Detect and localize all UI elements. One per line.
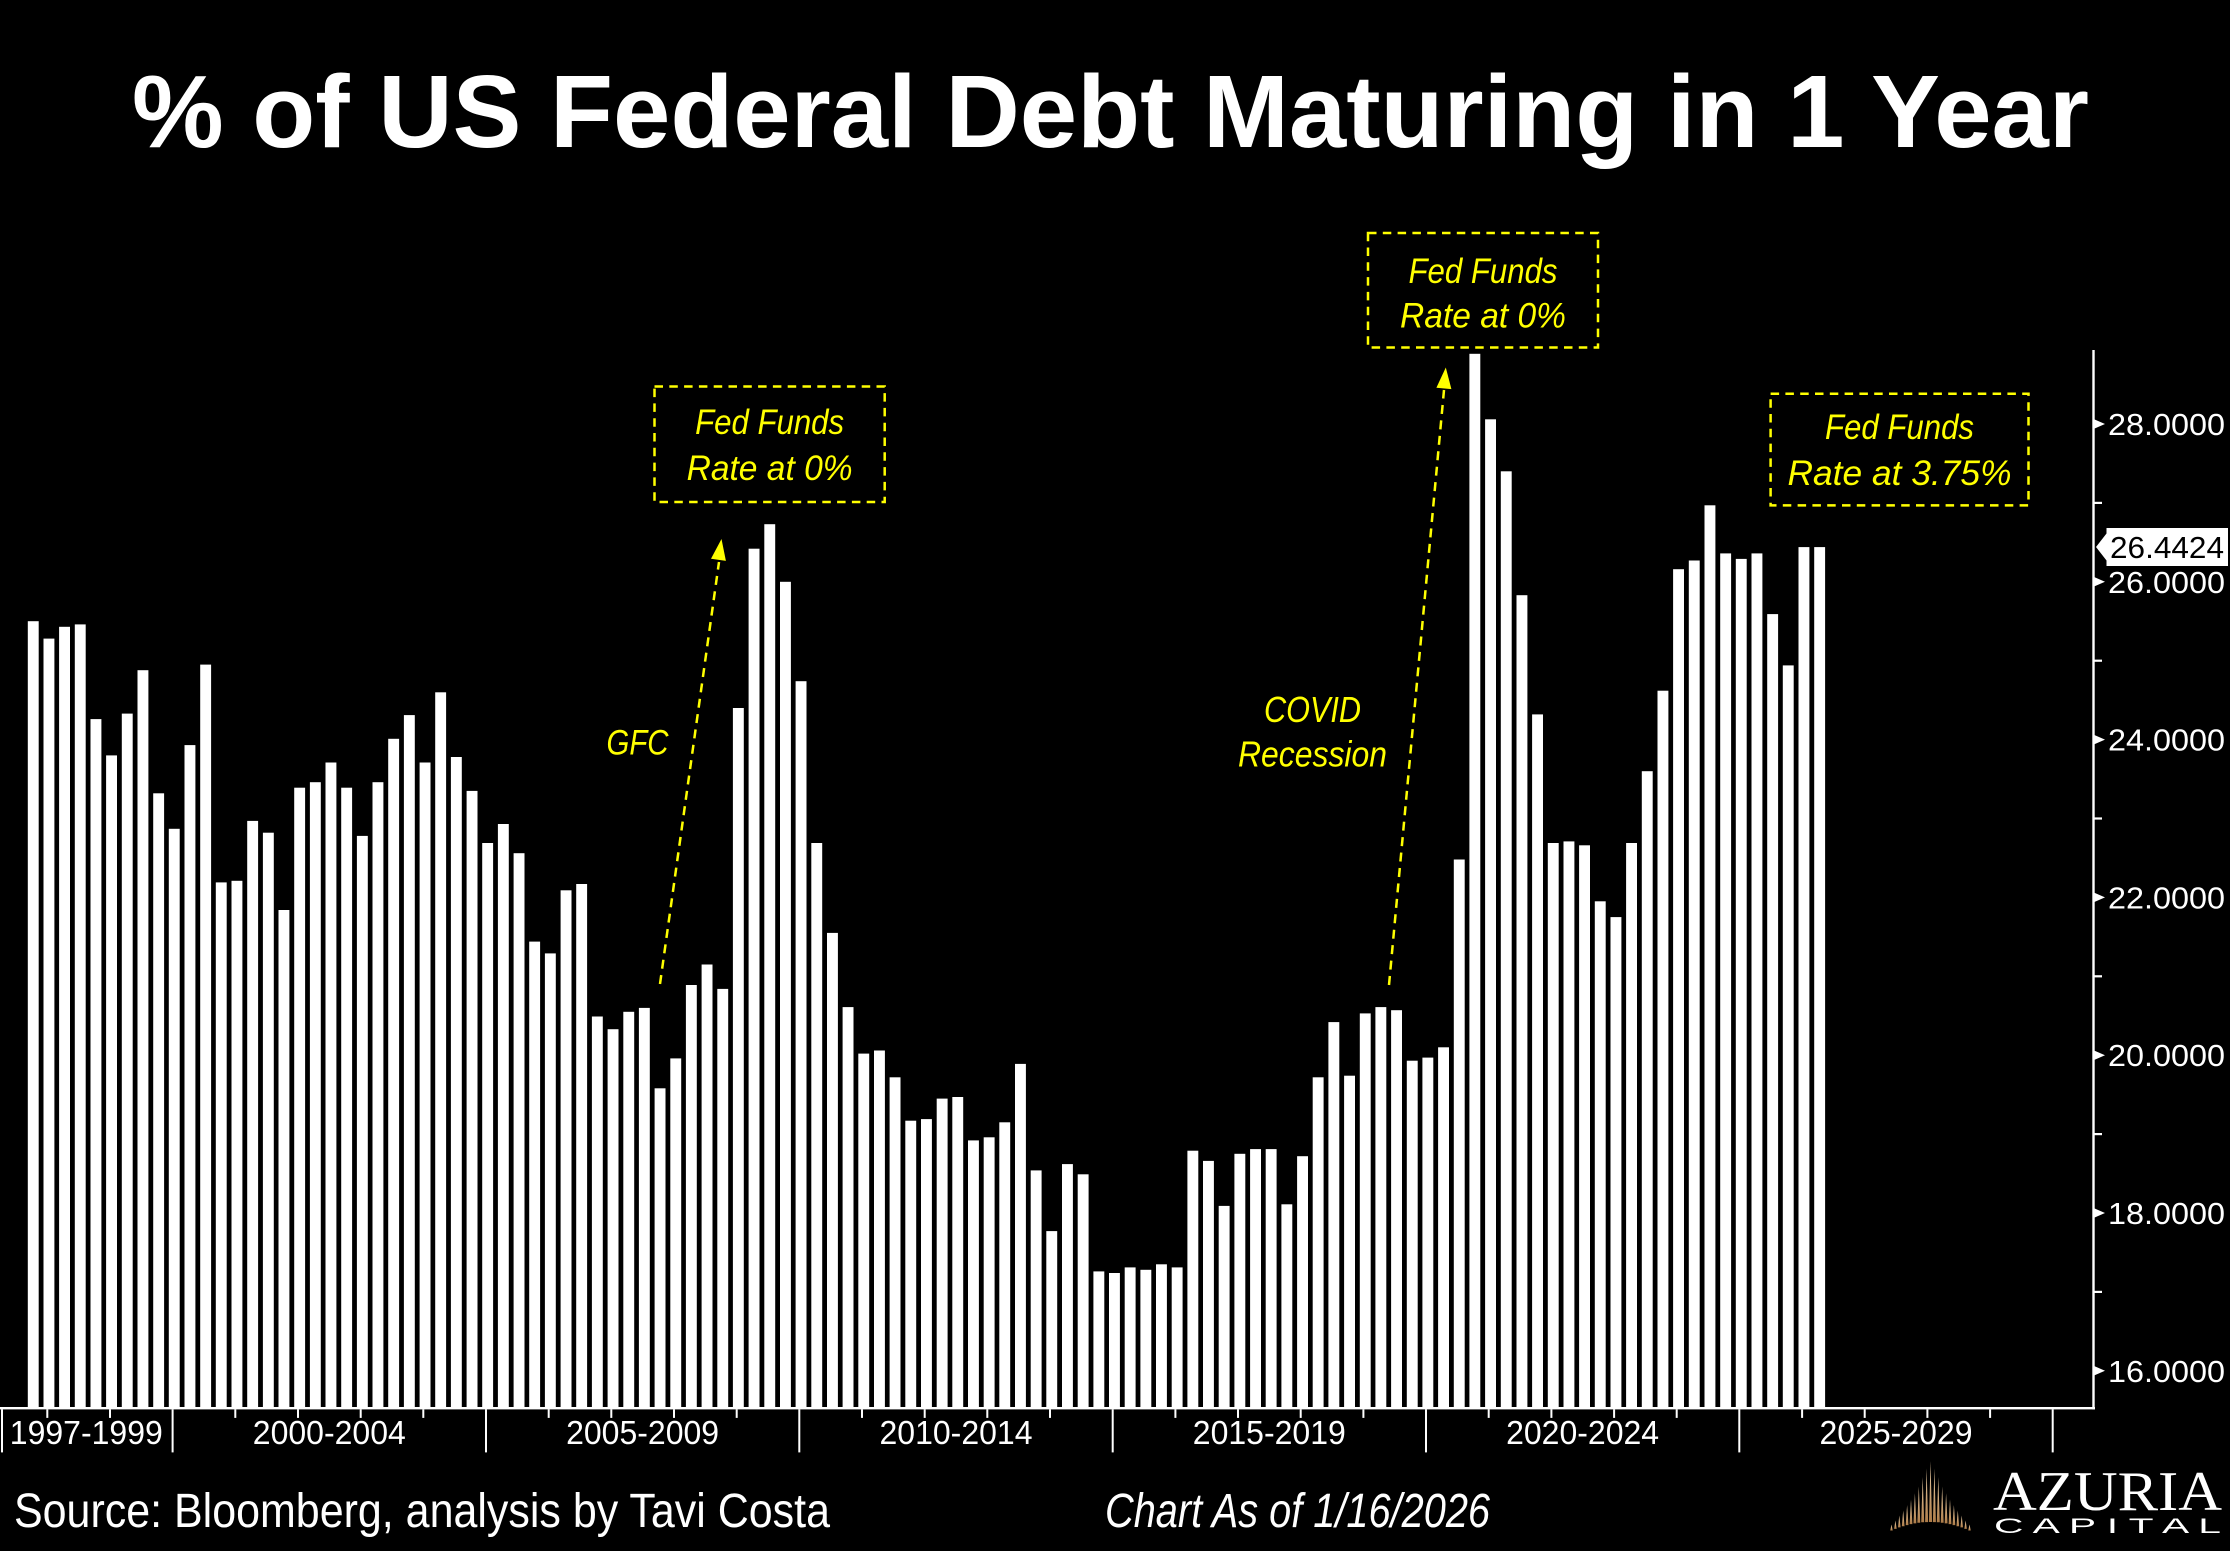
svg-text:28.0000: 28.0000: [2108, 408, 2225, 442]
svg-text:26.0000: 26.0000: [2108, 566, 2225, 600]
svg-text:Rate at 0%: Rate at 0%: [1400, 297, 1566, 336]
svg-text:Source: Bloomberg, analysis by: Source: Bloomberg, analysis by Tavi Cost…: [14, 1485, 830, 1538]
svg-text:Fed Funds: Fed Funds: [1409, 252, 1558, 291]
svg-text:2025-2029: 2025-2029: [1820, 1414, 1973, 1451]
svg-text:Recession: Recession: [1238, 734, 1387, 775]
svg-text:Fed Funds: Fed Funds: [1825, 408, 1974, 447]
svg-text:22.0000: 22.0000: [2108, 881, 2225, 915]
svg-text:24.0000: 24.0000: [2108, 724, 2225, 758]
svg-text:COVID: COVID: [1264, 689, 1361, 730]
svg-text:1997-1999: 1997-1999: [10, 1414, 163, 1451]
svg-text:2005-2009: 2005-2009: [566, 1414, 719, 1451]
svg-text:C A P I T A L: C A P I T A L: [1994, 1515, 2221, 1538]
svg-text:Chart As of 1/16/2026: Chart As of 1/16/2026: [1105, 1485, 1490, 1538]
svg-text:AZURIA: AZURIA: [1993, 1461, 2223, 1523]
svg-text:18.0000: 18.0000: [2108, 1197, 2225, 1231]
svg-text:Fed Funds: Fed Funds: [695, 403, 844, 442]
svg-text:Rate at 0%: Rate at 0%: [687, 449, 853, 488]
svg-text:16.0000: 16.0000: [2108, 1355, 2225, 1389]
svg-text:2000-2004: 2000-2004: [253, 1414, 406, 1451]
svg-text:% of US Federal Debt Maturing: % of US Federal Debt Maturing in 1 Year: [132, 54, 2089, 169]
svg-text:GFC: GFC: [607, 724, 670, 763]
svg-text:2015-2019: 2015-2019: [1193, 1414, 1346, 1451]
svg-text:Rate at 3.75%: Rate at 3.75%: [1788, 454, 2012, 493]
svg-text:20.0000: 20.0000: [2108, 1039, 2225, 1073]
svg-text:2020-2024: 2020-2024: [1506, 1414, 1659, 1451]
svg-text:2010-2014: 2010-2014: [880, 1414, 1033, 1451]
svg-text:26.4424: 26.4424: [2110, 531, 2224, 565]
